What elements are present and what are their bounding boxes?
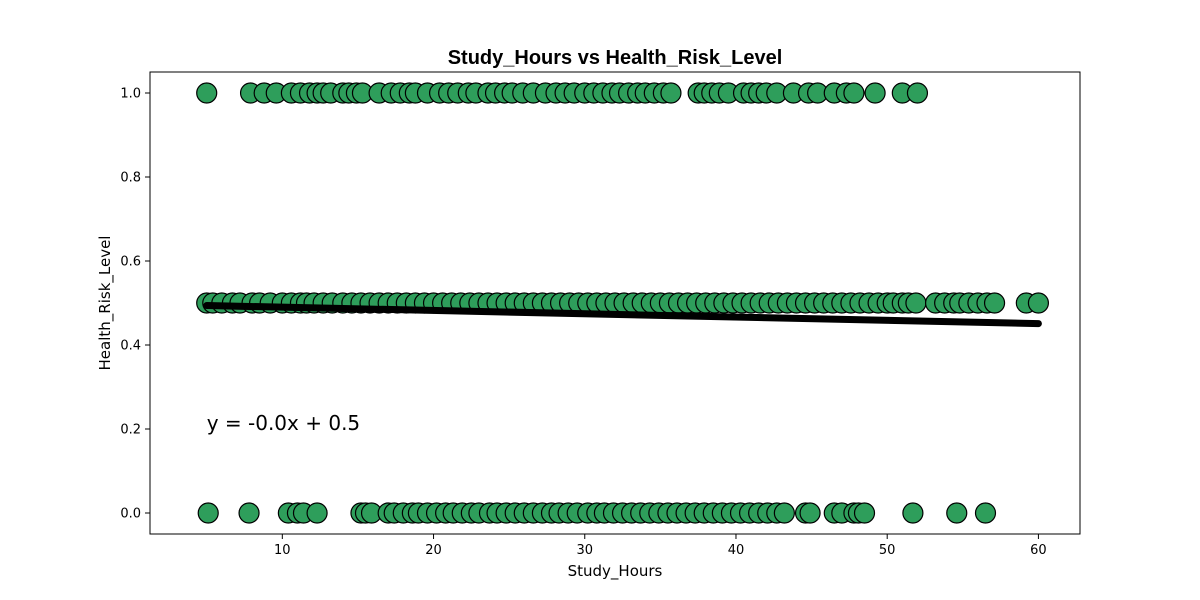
data-point [902,502,924,524]
regression-line-layer [203,302,1042,328]
data-point [773,502,795,524]
y-tick-label: 0.8 [120,171,141,186]
data-point [238,502,260,524]
data-point [306,502,328,524]
y-tick-label: 0.0 [120,507,141,522]
x-axis-label: Study_Hours [568,562,663,581]
x-tick-label: 40 [728,543,745,558]
data-point [1027,292,1050,314]
regression-line [203,302,1042,328]
points-layer [196,82,1050,524]
data-point [799,502,821,524]
regression-equation: y = -0.0x + 0.5 [207,411,360,435]
x-tick-label: 60 [1030,543,1047,558]
data-point [843,82,865,104]
y-axis-label: Health_Risk_Level [96,236,115,371]
y-axis: 0.0 0.2 0.4 0.6 0.8 1.0 [120,87,150,522]
x-tick-label: 10 [274,543,291,558]
data-point [196,82,218,104]
data-point [983,292,1006,314]
y-tick-label: 0.4 [120,339,141,354]
x-tick-label: 50 [879,543,896,558]
data-point [974,502,997,524]
data-point [197,502,219,524]
x-axis: 10 20 30 40 50 60 [274,534,1047,558]
data-point [905,292,927,314]
data-point [864,82,886,104]
y-tick-label: 0.2 [120,423,141,438]
x-tick-label: 20 [425,543,442,558]
x-tick-label: 30 [576,543,593,558]
y-tick-label: 0.6 [120,255,141,270]
chart-title: Study_Hours vs Health_Risk_Level [448,47,783,69]
data-point [853,502,876,524]
data-point [660,82,682,104]
data-point [946,502,968,524]
plot-frame [149,71,1081,535]
data-point [906,82,929,104]
y-tick-label: 1.0 [120,87,141,102]
